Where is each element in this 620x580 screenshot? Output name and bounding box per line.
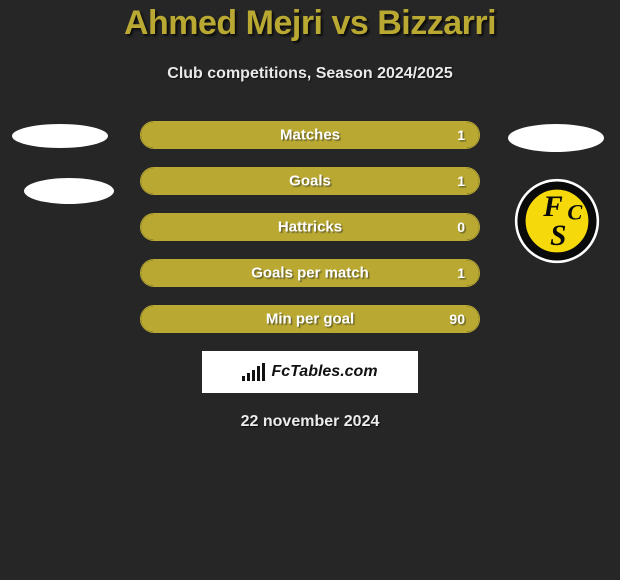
stat-value-right: 0 bbox=[457, 219, 465, 235]
date-text: 22 november 2024 bbox=[0, 413, 620, 431]
stat-label: Matches bbox=[280, 127, 340, 144]
club-badge: F C S bbox=[514, 178, 600, 264]
stat-label: Hattricks bbox=[278, 219, 342, 236]
stat-bar: Matches 1 bbox=[140, 121, 480, 149]
brand-text: FcTables.com bbox=[271, 363, 377, 381]
bars-icon bbox=[242, 363, 265, 381]
placeholder-ellipse bbox=[12, 124, 108, 148]
placeholder-ellipse bbox=[24, 178, 114, 204]
stat-label: Goals bbox=[289, 173, 331, 190]
stat-value-right: 1 bbox=[457, 127, 465, 143]
stat-label: Min per goal bbox=[266, 311, 354, 328]
stat-label: Goals per match bbox=[251, 265, 369, 282]
svg-text:C: C bbox=[567, 199, 583, 224]
subtitle: Club competitions, Season 2024/2025 bbox=[0, 65, 620, 83]
stat-bar: Hattricks 0 bbox=[140, 213, 480, 241]
page-title: Ahmed Mejri vs Bizzarri bbox=[0, 4, 620, 43]
stat-bar: Goals 1 bbox=[140, 167, 480, 195]
stat-bar: Min per goal 90 bbox=[140, 305, 480, 333]
svg-text:F: F bbox=[542, 191, 563, 223]
svg-text:S: S bbox=[550, 220, 566, 252]
stat-value-right: 1 bbox=[457, 173, 465, 189]
stats-list: Matches 1 Goals 1 Hattricks 0 Goals per match 1… bbox=[140, 121, 480, 333]
stat-bar: Goals per match 1 bbox=[140, 259, 480, 287]
brand-box[interactable]: FcTables.com bbox=[202, 351, 418, 393]
stat-value-right: 90 bbox=[449, 311, 465, 327]
stat-value-right: 1 bbox=[457, 265, 465, 281]
placeholder-ellipse bbox=[508, 124, 604, 152]
